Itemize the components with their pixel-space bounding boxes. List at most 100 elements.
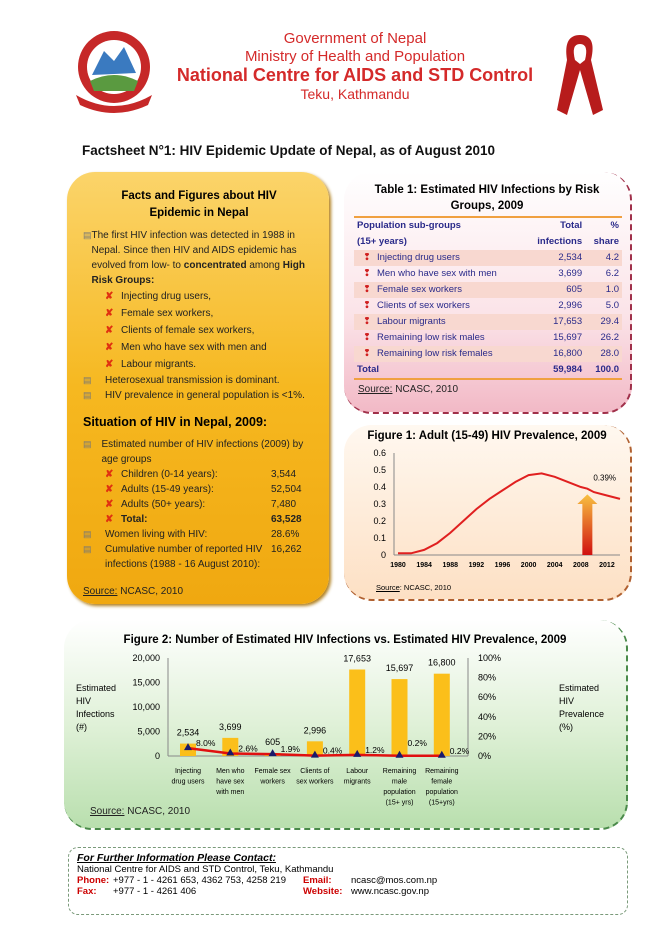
table-row: ❢ Injecting drug users 2,534 4.2	[354, 250, 622, 266]
y2-tick-label: 60%	[478, 692, 496, 702]
age-group-value: 63,528	[271, 514, 302, 525]
ribbon-bullet-icon: ❢	[363, 348, 371, 359]
y-tick-label: 10,000	[132, 702, 160, 712]
category-label: (15+yrs)	[429, 800, 455, 807]
total-share: 100.0	[595, 364, 619, 375]
contact-org: National Centre for AIDS and STD Control…	[77, 864, 334, 875]
bar-value-label: 605	[265, 737, 280, 747]
prevalence-label: 8.0%	[196, 738, 216, 748]
ribbon-bullet-icon: ❢	[363, 332, 371, 343]
prevalence-label: 0.2%	[450, 746, 470, 756]
header-location: Teku, Kathmandu	[300, 86, 410, 102]
prevalence-label: 0.4%	[323, 746, 343, 756]
y-tick-label: 0.2	[373, 516, 386, 526]
age-group-label: Adults (15-49 years):	[121, 484, 214, 495]
category-label: migrants	[344, 779, 371, 786]
women-value: 28.6%	[271, 529, 300, 540]
cumulative-label: Cumulative number of reported HIV infect…	[105, 544, 263, 570]
col-header: Population sub-groups	[357, 220, 461, 231]
risk-group-item: ✘ Female sex workers,	[83, 305, 315, 322]
total-label: Total	[357, 364, 379, 375]
figure2-chart: 0 5,000 10,000 15,000 20,000 0% 20% 40% 60% 80% 10…	[76, 653, 604, 807]
category-label: Injecting	[175, 768, 201, 775]
facts-heading: Facts and Figures about HIV Epidemic in …	[121, 190, 277, 219]
y2-tick-label: 0%	[478, 751, 491, 761]
y2-axis-label: (%)	[559, 722, 573, 732]
bullet-icon: ▤	[83, 230, 92, 240]
category-label: Remaining	[425, 768, 459, 775]
y-tick-label: 0.3	[373, 499, 386, 509]
risk-group-table: Population sub-groups Total% (15+ years) i…	[354, 216, 622, 380]
share-cell: 28.0	[585, 346, 622, 362]
x-tick-label: 1980	[390, 562, 406, 569]
infection-bar	[349, 669, 366, 756]
ribbon-bullet-icon: ❢	[363, 300, 371, 311]
y-axis-label: HIV	[76, 696, 91, 706]
ribbon-bullet-icon: ❢	[363, 268, 371, 279]
table1-title: Table 1: Estimated HIV Infections by Ris…	[374, 184, 600, 212]
share-cell: 5.0	[605, 300, 619, 311]
situation-heading: Situation of HIV in Nepal, 2009:	[83, 415, 268, 429]
infections-cell: 3,699	[558, 268, 583, 279]
website-link[interactable]: www.ncasc.gov.np	[351, 886, 429, 897]
prevalence-label: 1.2%	[365, 745, 385, 755]
ribbon-bullet-icon: ✘	[105, 514, 114, 525]
email-link[interactable]: ncasc@mos.com.np	[351, 875, 438, 886]
category-label: with men	[215, 789, 244, 796]
ribbon-bullet-icon: ✘	[105, 342, 114, 353]
group-name: Clients of sex workers	[376, 300, 470, 311]
figure1-chart: 0 0.1 0.2 0.3 0.4 0.5 0.6 1980 1984 1988 1992 1996 2…	[373, 448, 621, 569]
ribbon-bullet-icon: ✘	[105, 359, 114, 370]
infections-cell: 2,534	[525, 250, 586, 266]
age-group-row: ✘ Adults (15-49 years): 52,504	[83, 482, 315, 497]
bar-value-label: 17,653	[343, 654, 371, 664]
y-axis-label: Infections	[76, 709, 115, 719]
table-row: ❢ Clients of sex workers 2,996 5.0	[354, 298, 622, 314]
y2-axis-label: Estimated	[559, 683, 599, 693]
table-row: ❢ Female sex workers 605 1.0	[354, 282, 622, 298]
prevalence-marker	[353, 749, 362, 757]
y-axis-label: Estimated	[76, 683, 116, 693]
figure2-panel: Figure 2: Number of Estimated HIV Infect…	[64, 620, 628, 830]
factsheet-title: Factsheet N°1: HIV Epidemic Update of Ne…	[82, 143, 495, 158]
y-tick-label: 0.1	[373, 533, 386, 543]
infections-cell: 16,800	[525, 346, 586, 362]
bar-value-label: 16,800	[428, 658, 456, 668]
y-tick-label: 15,000	[132, 678, 160, 688]
bar-value-label: 2,996	[304, 725, 327, 735]
infections-cell: 605	[525, 282, 586, 298]
risk-group-item: ✘ Injecting drug users,	[83, 288, 315, 305]
fax-value: +977 - 1 - 4261 406	[113, 886, 197, 897]
age-group-value: 3,544	[271, 469, 297, 480]
prevalence-marker	[437, 750, 446, 758]
y-axis-label: (#)	[76, 722, 87, 732]
prevalence-line	[398, 472, 621, 555]
share-cell: 26.2	[600, 332, 620, 343]
col-header: infections	[537, 236, 583, 247]
nepal-emblem-logo	[76, 31, 152, 113]
figure1-source: Source: NCASC, 2010	[376, 583, 452, 592]
fact-point: ▤ HIV prevalence in general population is…	[83, 390, 305, 401]
share-cell: 6.2	[605, 268, 619, 279]
y-tick-label: 0.4	[373, 482, 386, 492]
age-group-row: ✘ Total: 63,528	[83, 512, 315, 527]
prevalence-label: 1.9%	[281, 744, 301, 754]
bar-value-label: 15,697	[386, 663, 414, 673]
infection-bar	[222, 737, 239, 756]
facts-intro: The first HIV infection was detected in …	[91, 230, 305, 286]
y2-tick-label: 80%	[478, 673, 496, 683]
highlight-arrow-icon	[577, 494, 598, 555]
category-label: Remaining	[383, 768, 417, 775]
table-row: ❢ Remaining low risk males 15,697 26.2	[354, 330, 622, 346]
phone-label: Phone:	[77, 875, 110, 886]
facts-panel: Facts and Figures about HIV Epidemic in …	[67, 172, 329, 604]
bullet-icon: ▤	[83, 439, 92, 449]
y2-tick-label: 40%	[478, 712, 496, 722]
risk-group-item: ✘ Clients of female sex workers,	[83, 322, 315, 339]
group-name: Men who have sex with men	[376, 268, 497, 279]
table-row: ❢ Remaining low risk females 16,800 28.0	[354, 346, 622, 362]
y-tick-label: 0	[381, 550, 386, 560]
y2-axis-label: HIV	[559, 696, 574, 706]
risk-group-item: ✘ Men who have sex with men and	[83, 339, 315, 356]
